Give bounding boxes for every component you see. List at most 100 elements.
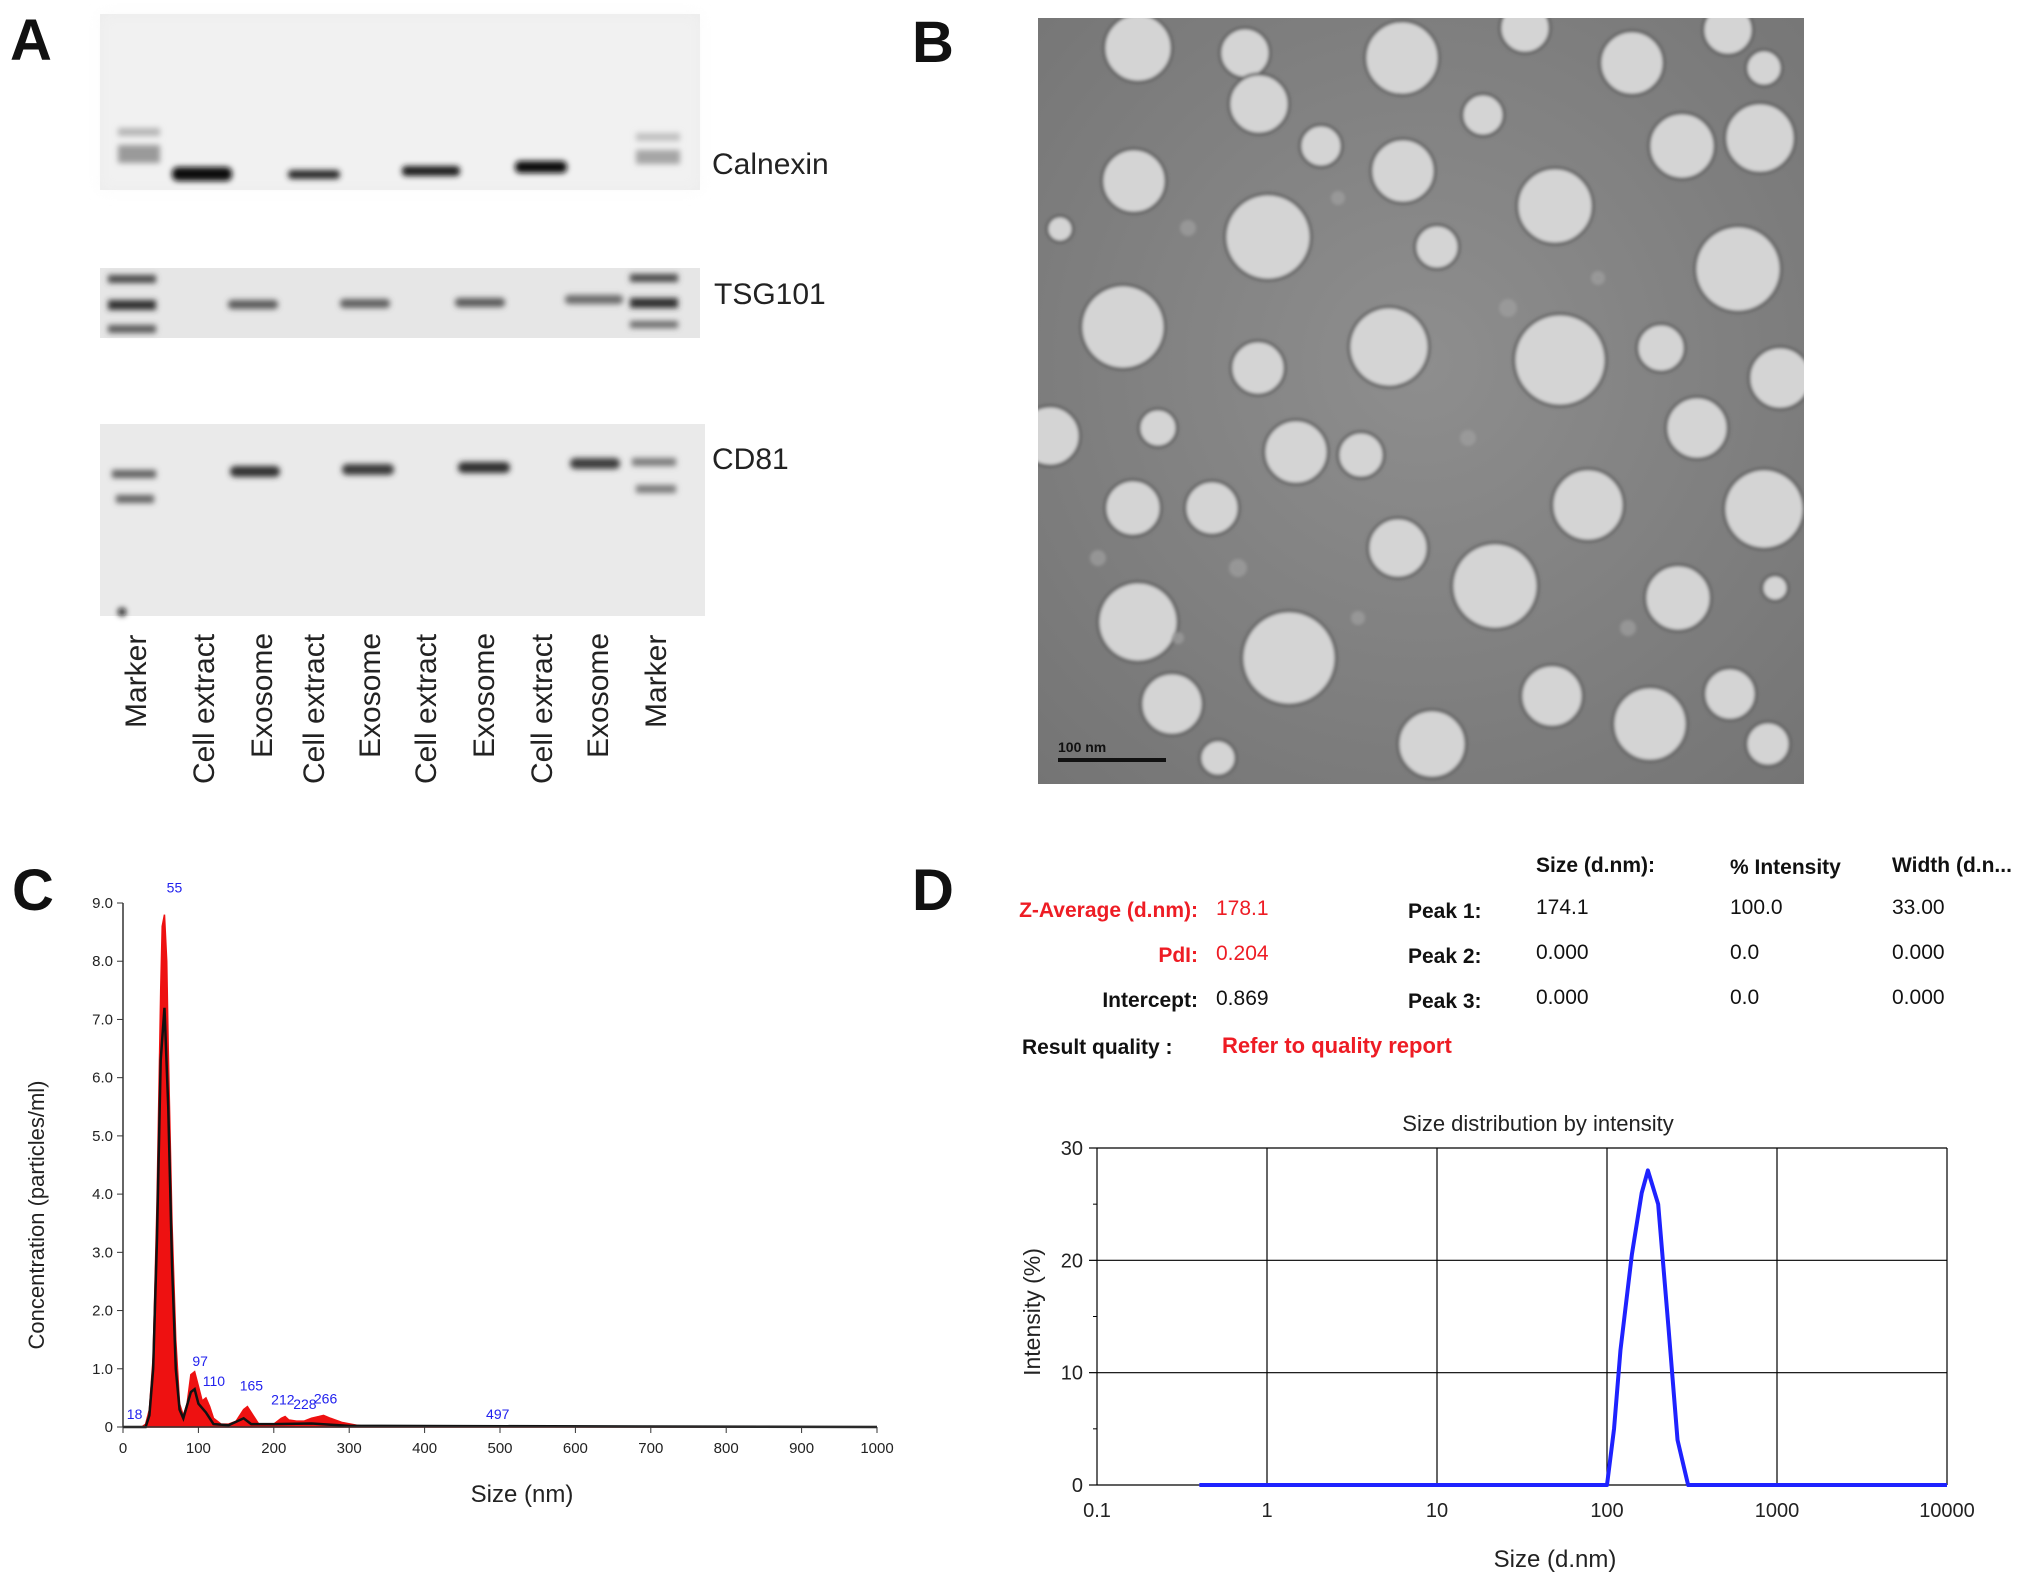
peak-3-size: 0.000 [1536,986,1589,1009]
lane-label: Cell extract [410,633,443,784]
lane-label: Exosome [246,632,279,758]
peak-3-width: 0.000 [1892,986,1945,1009]
blot-row-label-tsg101: TSG101 [714,278,826,311]
dls-x-tick-label: 10 [1426,1500,1448,1522]
nta-peak-label: 228 [293,1396,317,1412]
nta-x-tick-label: 700 [638,1440,663,1457]
nta-y-tick-label: 5.0 [92,1128,113,1145]
panel-label-c: C [12,858,54,923]
nta-series-line [123,1007,878,1429]
dls-y-tick-label: 10 [1061,1363,1083,1385]
nta-peak-label: 55 [167,880,183,896]
blot-row-label-calnexin: Calnexin [712,148,829,181]
peak-1-size: 174.1 [1536,896,1589,919]
scale-bar-label: 100 nm [1058,739,1106,755]
nta-peak-label: 97 [192,1353,208,1369]
result-quality-label: Result quality : [1022,1036,1173,1059]
nta-x-tick-label: 200 [261,1440,286,1457]
lane-label: Marker [120,634,153,728]
lane-label: Exosome [468,632,501,758]
nta-y-tick-label: 0 [105,1419,113,1436]
nta-x-tick-label: 800 [714,1440,739,1457]
dls-y-axis-label: Intensity (%) [1019,1248,1045,1376]
peak-1-label: Peak 1: [1408,900,1482,923]
nta-x-tick-label: 300 [337,1440,362,1457]
nta-peak-label: 18 [127,1406,143,1422]
dls-x-tick-label: 10000 [1919,1500,1975,1522]
dls-y-tick-label: 30 [1061,1138,1083,1160]
dls-x-tick-label: 100 [1590,1500,1623,1522]
panel-label-b: B [912,10,954,75]
dls-series-line [1199,1168,1947,1487]
tsg101-bands [108,274,678,333]
dls-chart: Size distribution by intensity 0.1 1 10 100… [1019,1111,1975,1573]
nta-peak-label: 110 [203,1373,226,1389]
peak-3-intensity: 0.0 [1730,986,1760,1009]
lane-label: Cell extract [526,633,559,784]
nta-y-tick-label: 9.0 [92,895,113,912]
peak-1-intensity: 100.0 [1730,896,1783,919]
nta-x-tick-label: 400 [412,1440,437,1457]
peak-3-label: Peak 3: [1408,990,1482,1013]
tem-micrograph-panel: 100 nm [1038,18,1804,784]
dls-x-tick-label: 1 [1261,1500,1272,1522]
dls-x-axis-label: Size (d.nm) [1494,1546,1617,1573]
nta-x-tick-label: 600 [563,1440,588,1457]
dls-y-tick-label: 20 [1061,1250,1083,1272]
nta-x-tick-label: 500 [487,1440,512,1457]
dls-chart-title: Size distribution by intensity [1402,1111,1673,1136]
panel-label-a: A [10,8,52,73]
nta-y-tick-label: 6.0 [92,1070,113,1087]
lane-label: Exosome [582,632,615,758]
dls-header-size: Size (d.nm): [1536,854,1655,877]
calnexin-bands [118,128,680,181]
nta-x-tick-label: 900 [789,1440,814,1457]
cd81-bands [112,458,676,616]
nta-peak-label: 212 [271,1392,295,1408]
dls-x-tick-label: 0.1 [1083,1500,1111,1522]
nta-series-area [123,914,877,1428]
western-blot-panel: Calnexin TSG101 CD81 Marker Cell extract… [0,0,880,800]
intercept-value: 0.869 [1216,987,1269,1010]
z-average-value: 178.1 [1216,897,1269,920]
dls-header-width: Width (d.n... [1892,854,2012,877]
nta-y-tick-label: 2.0 [92,1303,113,1320]
nta-y-tick-label: 8.0 [92,953,113,970]
result-quality-value: Refer to quality report [1222,1033,1452,1058]
nta-y-tick-label: 3.0 [92,1244,113,1261]
nta-y-tick-label: 4.0 [92,1186,113,1203]
dls-header-intensity: % Intensity [1730,856,1841,879]
peak-2-intensity: 0.0 [1730,941,1760,964]
intercept-label: Intercept: [1102,989,1198,1012]
nta-y-axis-label: Concentration (particles/ml) [24,1081,49,1350]
lane-label: Cell extract [188,633,221,784]
blot-row-label-cd81: CD81 [712,443,789,476]
nta-peak-label: 266 [314,1390,338,1406]
nta-y-tick-label: 7.0 [92,1011,113,1028]
western-blot-image [100,14,705,616]
nta-x-tick-label: 100 [186,1440,211,1457]
peak-1-width: 33.00 [1892,896,1945,919]
z-average-label: Z-Average (d.nm): [1019,899,1198,922]
lane-label: Marker [640,634,673,728]
peak-2-label: Peak 2: [1408,945,1482,968]
lane-label: Exosome [354,632,387,758]
dls-y-tick-label: 0 [1072,1475,1083,1497]
nta-peak-label: 165 [240,1378,264,1394]
nta-x-tick-label: 1000 [860,1440,893,1457]
peak-2-width: 0.000 [1892,941,1945,964]
peak-2-size: 0.000 [1536,941,1589,964]
dls-panel: Size (d.nm): % Intensity Width (d.n... Z… [1000,840,2031,1584]
lane-label: Cell extract [298,633,331,784]
pdi-value: 0.204 [1216,942,1269,965]
nta-chart-panel: 0 100 200 300 400 500 600 700 800 900 1000 0 1.0 2.0 3… [0,880,920,1580]
nta-peak-label: 497 [486,1406,510,1422]
tem-micrograph: 100 nm [1038,18,1804,784]
pdi-label: PdI: [1158,944,1198,967]
panel-label-d: D [912,858,954,923]
nta-y-tick-label: 1.0 [92,1361,113,1378]
nta-chart: 0 100 200 300 400 500 600 700 800 900 1000 0 1.0 2.0 3… [24,880,894,1508]
nta-x-tick-label: 0 [119,1440,127,1457]
nta-x-axis-label: Size (nm) [471,1481,574,1508]
dls-x-tick-label: 1000 [1755,1500,1800,1522]
